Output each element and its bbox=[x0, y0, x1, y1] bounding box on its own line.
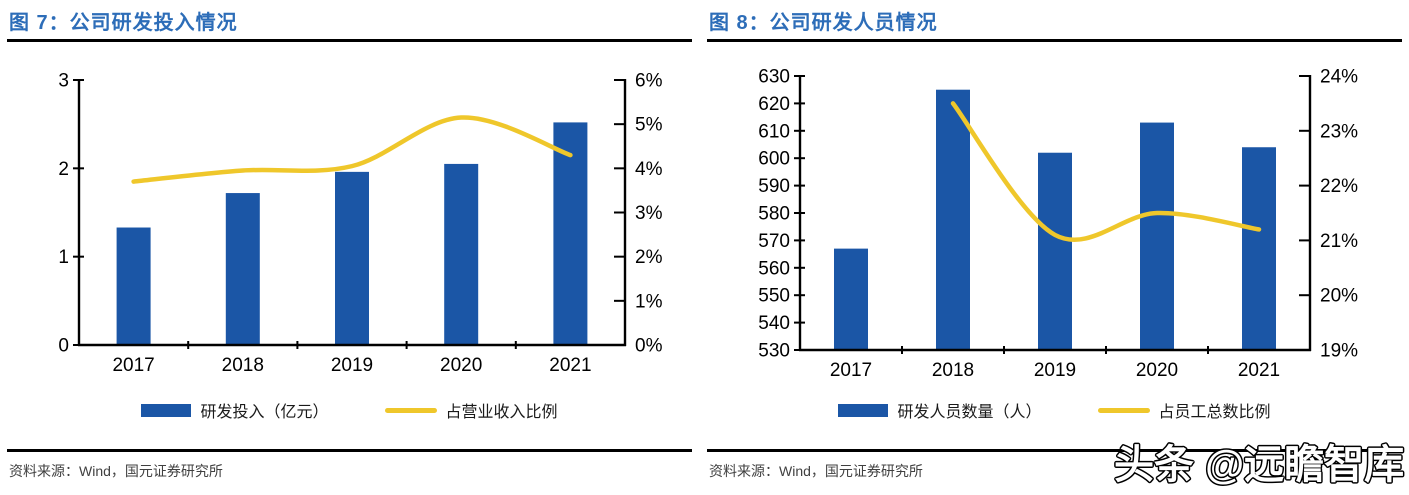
svg-text:540: 540 bbox=[758, 313, 790, 334]
svg-text:620: 620 bbox=[758, 94, 790, 115]
svg-text:2021: 2021 bbox=[1238, 360, 1280, 381]
svg-text:24%: 24% bbox=[1320, 67, 1358, 88]
legend-label: 研发投入（亿元） bbox=[200, 404, 329, 421]
svg-text:3: 3 bbox=[58, 71, 69, 92]
chart-title: 图 7：公司研发投入情况 bbox=[9, 12, 238, 34]
svg-text:530: 530 bbox=[758, 341, 790, 362]
legend: 研发投入（亿元） 占营业收入比例 bbox=[7, 398, 692, 422]
rd-personnel-panel: 图 8：公司研发人员情况 530 540 550 560 570 580 590 600 610… bbox=[707, 0, 1402, 495]
svg-text:2019: 2019 bbox=[331, 355, 373, 376]
svg-text:2: 2 bbox=[58, 159, 69, 180]
svg-text:6%: 6% bbox=[635, 71, 663, 92]
svg-text:2018: 2018 bbox=[932, 360, 974, 381]
svg-text:2017: 2017 bbox=[112, 355, 154, 376]
svg-text:23%: 23% bbox=[1320, 121, 1358, 142]
svg-text:550: 550 bbox=[758, 286, 790, 307]
svg-text:0: 0 bbox=[58, 336, 69, 357]
rd-investment-chart: 0 1 2 3 0% 1% 2% 3% 4% 5% 6% 2017 2018 2019 2020 2021 bbox=[58, 71, 663, 377]
chart-title: 图 8：公司研发人员情况 bbox=[709, 12, 938, 34]
line-swatch-icon bbox=[384, 407, 437, 413]
line-swatch-icon bbox=[1097, 407, 1150, 413]
legend-item-bar: 研发投入（亿元） bbox=[141, 398, 329, 422]
svg-text:5%: 5% bbox=[635, 115, 663, 136]
legend-label: 占营业收入比例 bbox=[445, 404, 558, 421]
source-note: 资料来源：Wind，国元证券研究所 bbox=[9, 463, 223, 479]
legend: 研发人员数量（人） 占员工总数比例 bbox=[707, 398, 1402, 422]
bar-swatch-icon bbox=[141, 403, 192, 417]
svg-text:2021: 2021 bbox=[549, 355, 591, 376]
svg-text:20%: 20% bbox=[1320, 286, 1358, 307]
svg-text:2018: 2018 bbox=[222, 355, 264, 376]
rd-personnel-chart: 530 540 550 560 570 580 590 600 610 620 630 19% 20% 2… bbox=[758, 67, 1358, 382]
svg-text:630: 630 bbox=[758, 67, 790, 88]
svg-text:1: 1 bbox=[58, 247, 69, 268]
svg-text:0%: 0% bbox=[635, 336, 663, 357]
bottom-divider bbox=[707, 449, 1402, 452]
svg-text:570: 570 bbox=[758, 231, 790, 252]
svg-text:2%: 2% bbox=[635, 247, 663, 268]
bar-swatch-icon bbox=[838, 403, 889, 417]
legend-item-line: 占营业收入比例 bbox=[384, 398, 558, 422]
svg-text:2020: 2020 bbox=[440, 355, 482, 376]
svg-text:2020: 2020 bbox=[1136, 360, 1178, 381]
svg-text:580: 580 bbox=[758, 204, 790, 225]
svg-text:600: 600 bbox=[758, 149, 790, 170]
title-divider bbox=[7, 39, 692, 42]
svg-text:2019: 2019 bbox=[1034, 360, 1076, 381]
svg-text:560: 560 bbox=[758, 258, 790, 279]
source-note: 资料来源：Wind，国元证券研究所 bbox=[709, 463, 923, 479]
svg-text:4%: 4% bbox=[635, 159, 663, 180]
title-divider bbox=[707, 39, 1402, 42]
svg-text:3%: 3% bbox=[635, 203, 663, 224]
legend-item-line: 占员工总数比例 bbox=[1097, 398, 1271, 422]
legend-label: 占员工总数比例 bbox=[1158, 404, 1271, 421]
legend-item-bar: 研发人员数量（人） bbox=[838, 398, 1042, 422]
rd-investment-panel: 图 7：公司研发投入情况 0 1 2 3 0% 1% 2% 3% 4% 5% 6% 2017 2018 2… bbox=[7, 0, 692, 495]
svg-text:19%: 19% bbox=[1320, 341, 1358, 362]
svg-text:610: 610 bbox=[758, 121, 790, 142]
svg-text:21%: 21% bbox=[1320, 231, 1358, 252]
svg-text:590: 590 bbox=[758, 176, 790, 197]
svg-text:22%: 22% bbox=[1320, 176, 1358, 197]
svg-text:1%: 1% bbox=[635, 291, 663, 312]
bottom-divider bbox=[7, 449, 692, 452]
legend-label: 研发人员数量（人） bbox=[897, 404, 1042, 421]
watermark: 头条 @远瞻智库 bbox=[1113, 442, 1406, 489]
svg-text:2017: 2017 bbox=[830, 360, 872, 381]
watermark-text: 头条 @远瞻智库 bbox=[1114, 443, 1404, 487]
